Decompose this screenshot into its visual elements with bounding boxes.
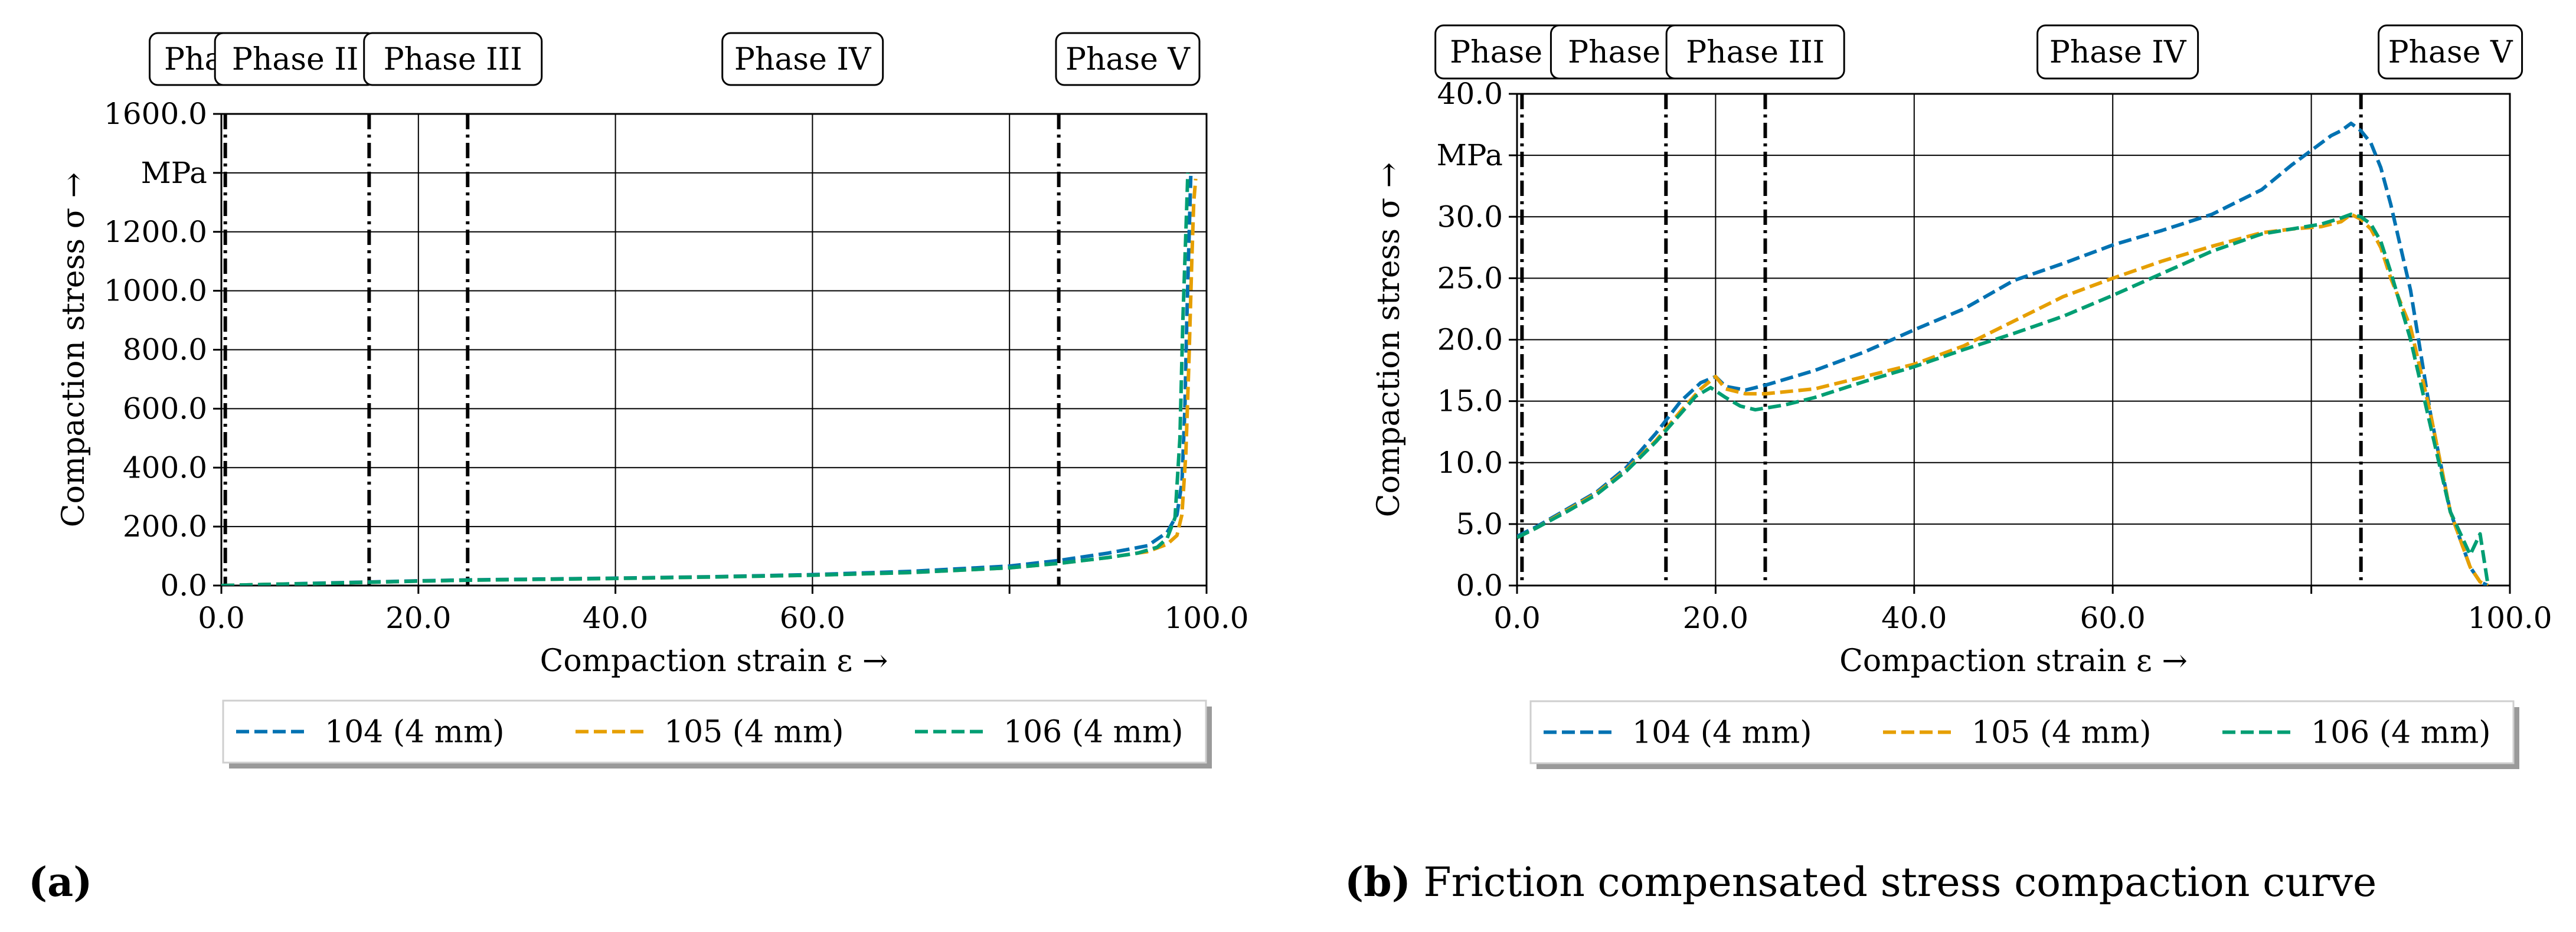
chart-a-ylabel: Compaction stress σ → xyxy=(56,172,91,527)
chart-b-xtick-label: 40.0 xyxy=(1881,601,1947,635)
chart-a-phase-box xyxy=(1055,32,1201,86)
chart-a-ytick-label: 400.0 xyxy=(123,450,207,485)
chart-a-phase-text: Phase II xyxy=(232,42,359,77)
chart-b-series-106 xyxy=(1517,212,2490,586)
chart-a-legend-label: 104 (4 mm) xyxy=(325,715,505,750)
caption-b-text: Friction compensated stress compaction c… xyxy=(1423,859,2377,906)
chart-b-phase-box xyxy=(1665,24,1845,80)
chart-a-phase-text: Phase V xyxy=(1065,42,1191,77)
chart-b-ytick-label: 15.0 xyxy=(1437,384,1503,418)
chart-b-phase-box xyxy=(2036,24,2199,80)
chart-b-phase-text: Phase III xyxy=(1686,35,1825,70)
chart-b-ytick-label: 25.0 xyxy=(1437,261,1503,295)
chart-b: 0.0 20.0 40.0 60.0 100.0 0.0 5.0 10.0 15.0 20.0 25… xyxy=(1371,24,2552,769)
chart-b-phase-label: Phase V xyxy=(2378,24,2523,80)
chart-a-ytick-label: MPa xyxy=(141,156,207,190)
chart-a-ytick-label: 200.0 xyxy=(123,509,207,544)
chart-b-legend-label: 106 (4 mm) xyxy=(2311,715,2491,751)
chart-b-ylabel: Compaction stress σ → xyxy=(1371,162,1407,517)
chart-b-ytick-label: 0.0 xyxy=(1456,568,1503,603)
caption-a: (a) xyxy=(28,859,92,906)
chart-a-ytick-label: 800.0 xyxy=(123,333,207,367)
chart-a-phase-label: Phase IV xyxy=(721,32,884,86)
chart-a-xlabel: Compaction strain ε → xyxy=(540,643,888,679)
chart-b-series-104 xyxy=(1517,122,2489,586)
chart-a-phase-text: Phase III xyxy=(384,42,522,77)
chart-b-ytick-label: 30.0 xyxy=(1437,200,1503,234)
chart-b-phase-text: Phase I xyxy=(1450,35,1564,70)
chart-a-xtick-label: 60.0 xyxy=(780,601,845,635)
caption-b-label: (b) xyxy=(1345,859,1411,906)
chart-b-legend-box xyxy=(1529,700,2515,764)
chart-a-legend: 104 (4 mm) 105 (4 mm) 106 (4 mm) xyxy=(222,699,1212,769)
chart-b-ytick-label: 20.0 xyxy=(1437,323,1503,357)
chart-b-phase-label: Phase III xyxy=(1665,24,1845,80)
chart-b-xlabel: Compaction strain ε → xyxy=(1839,643,2188,679)
chart-a-xtick-label: 0.0 xyxy=(198,601,245,635)
chart-b-phase-text: Phase IV xyxy=(2049,35,2187,70)
chart-b-ytick-label: MPa xyxy=(1437,138,1503,172)
chart-a-phase-text: Phase IV xyxy=(734,42,872,77)
chart-a-xtick-label: 20.0 xyxy=(385,601,451,635)
chart-a-xtick-label: 100.0 xyxy=(1164,601,1248,635)
chart-b-ytick-label: 10.0 xyxy=(1437,446,1503,480)
chart-a-legend-box xyxy=(222,699,1207,764)
chart-b-ytick-label: 5.0 xyxy=(1456,507,1503,541)
chart-a-phase-label: Phase II xyxy=(214,32,377,86)
caption-a-label: (a) xyxy=(28,859,93,906)
chart-a-phase-label: Phase V xyxy=(1055,32,1201,86)
chart-b-xtick-label: 100.0 xyxy=(2467,601,2552,635)
chart-a-legend-label: 105 (4 mm) xyxy=(664,715,844,750)
chart-b-legend-label: 104 (4 mm) xyxy=(1632,715,1812,751)
chart-b-legend: 104 (4 mm) 105 (4 mm) 106 (4 mm) xyxy=(1529,700,2519,769)
chart-a-ytick-label: 600.0 xyxy=(123,391,207,426)
chart-b-series-105 xyxy=(1517,212,2489,586)
chart-b-legend-label: 105 (4 mm) xyxy=(1972,715,2152,751)
chart-b-phase-text: Phase V xyxy=(2388,35,2513,70)
chart-a-ytick-label: 1200.0 xyxy=(104,215,207,249)
chart-a-legend-label: 106 (4 mm) xyxy=(1003,715,1184,750)
chart-b-phase-box xyxy=(2378,24,2523,80)
chart-a-series-106 xyxy=(221,172,1190,586)
chart-b-ytick-label: 40.0 xyxy=(1437,77,1503,111)
chart-b-phase-label: Phase I xyxy=(1434,24,1580,80)
caption-b: (b) Friction compensated stress compacti… xyxy=(1345,859,2376,906)
chart-a-phase-box xyxy=(721,32,884,86)
chart-a-series-104 xyxy=(221,175,1193,586)
chart-b-xtick-label: 0.0 xyxy=(1493,601,1541,635)
chart-a-ytick-label: 1600.0 xyxy=(104,97,207,131)
chart-a-phase-label: Phase III xyxy=(363,32,543,86)
chart-a-xtick-label: 40.0 xyxy=(583,601,648,635)
chart-b-xtick-label: 20.0 xyxy=(1683,601,1748,635)
chart-b-phase-label: Phase IV xyxy=(2036,24,2199,80)
chart-a-phase-box xyxy=(363,32,543,86)
chart-b-xtick-label: 60.0 xyxy=(2080,601,2146,635)
chart-a-ytick-label: 0.0 xyxy=(160,568,207,603)
chart-a: 0.0 20.0 40.0 60.0 100.0 0.0 200.0 400.0 600.0 80… xyxy=(56,32,1249,769)
chart-a-ytick-label: 1000.0 xyxy=(104,274,207,308)
